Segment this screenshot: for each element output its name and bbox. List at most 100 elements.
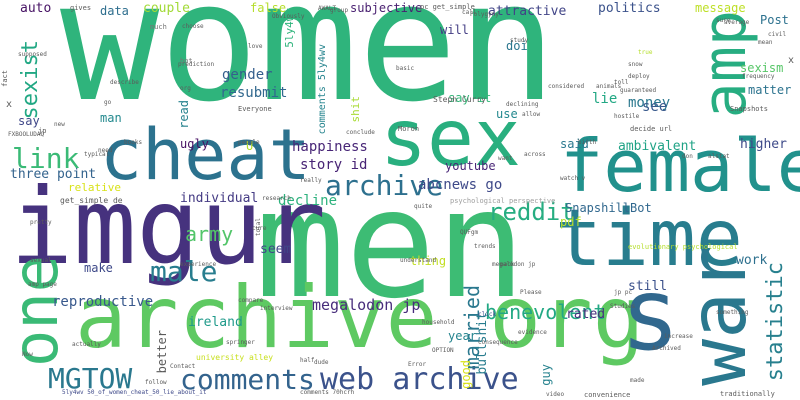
- cloud-word: will: [440, 23, 469, 37]
- cloud-word: decide url: [630, 125, 673, 133]
- cloud-word: animals: [596, 83, 622, 90]
- cloud-word: attractive: [488, 4, 567, 19]
- cloud-word: comments: [180, 363, 315, 396]
- cloud-word: reproductive: [52, 294, 154, 310]
- cloud-word: politics: [598, 1, 661, 16]
- cloud-word: statistic: [763, 262, 788, 382]
- cloud-word: megalodon jp: [312, 296, 421, 314]
- cloud-word: s: [620, 256, 681, 373]
- cloud-word: man: [100, 111, 122, 125]
- cloud-word: couple: [143, 1, 190, 16]
- cloud-word: youtube: [445, 159, 496, 173]
- cloud-word: Steph Curry: [433, 95, 486, 104]
- cloud-word: Now: [22, 351, 33, 358]
- cloud-word: love: [248, 43, 263, 50]
- cloud-word: benevolent: [485, 300, 606, 324]
- cloud-word: psychological perspective: [450, 197, 556, 205]
- cloud-word: comments 70hcrh: [300, 389, 355, 396]
- cloud-word: total: [255, 218, 262, 237]
- cloud-word: pdf: [560, 215, 582, 229]
- cloud-word: make: [84, 261, 113, 275]
- cloud-word: women: [60, 0, 557, 138]
- cloud-word: three point: [10, 167, 97, 182]
- cloud-word: QUFgm: [460, 229, 479, 236]
- cloud-word: snow: [628, 61, 643, 68]
- cloud-word: U: [246, 139, 254, 153]
- cloud-word: go: [104, 99, 112, 106]
- cloud-word: Polygyny: [470, 11, 499, 18]
- cloud-word: 5ly4wv 50_of_women_cheat_50_lie_about_it: [62, 389, 207, 396]
- cloud-word: work: [736, 253, 768, 268]
- cloud-word: false: [250, 1, 287, 15]
- cloud-word: gender: [222, 67, 273, 83]
- cloud-word: average: [724, 19, 750, 26]
- cloud-word: Post: [760, 13, 789, 27]
- cloud-word: group: [330, 7, 349, 14]
- cloud-word: half: [300, 357, 315, 364]
- cloud-word: convenience: [584, 391, 631, 399]
- cloud-word: ambivalent: [618, 139, 697, 154]
- cloud-word: say it: [448, 91, 492, 105]
- cloud-word: sex: [380, 94, 521, 184]
- cloud-word: happiness: [292, 139, 368, 155]
- cloud-word: imgur: [10, 166, 327, 288]
- cloud-word: rated: [566, 307, 606, 322]
- cloud-word: something: [716, 309, 749, 316]
- cloud-word: seem: [260, 242, 292, 257]
- cloud-word: understand: [400, 257, 437, 264]
- cloud-word: web archive: [320, 362, 519, 397]
- cloud-word: Obviously: [272, 13, 305, 20]
- cloud-word: link: [12, 142, 80, 175]
- cloud-word: choose: [182, 23, 204, 30]
- cloud-word: Moron: [398, 125, 420, 133]
- cloud-word: AWALT: [318, 5, 337, 12]
- cloud-word: birth: [578, 139, 597, 146]
- cloud-word: message: [695, 1, 746, 15]
- cloud-word: describe: [110, 79, 139, 86]
- cloud-word: follow: [145, 379, 167, 386]
- cloud-word: SnapshillBot: [565, 201, 652, 215]
- cloud-word: want: [498, 155, 513, 162]
- cloud-word: actually: [72, 341, 101, 348]
- cloud-word: use: [496, 107, 518, 121]
- cloud-word: watch v: [560, 175, 586, 182]
- cloud-word: made: [630, 377, 645, 384]
- cloud-word: people: [238, 139, 260, 146]
- cloud-word: really: [300, 177, 322, 184]
- cloud-word: declining: [506, 101, 539, 108]
- cloud-word: ugly: [180, 137, 209, 151]
- cloud-word: click: [478, 311, 497, 318]
- cloud-word: need: [98, 147, 113, 154]
- cloud-word: don: [682, 153, 693, 160]
- cloud-word: Snapshots: [730, 105, 768, 113]
- cloud-word: research: [262, 195, 291, 202]
- cloud-word: x: [788, 55, 795, 66]
- cloud-word: FXBOOLUDAQ: [8, 131, 45, 138]
- cloud-word: army: [185, 222, 234, 246]
- cloud-word: basic: [396, 65, 415, 72]
- cloud-word: sure: [716, 17, 731, 24]
- cloud-word: compare: [238, 297, 264, 304]
- cloud-word: money: [628, 95, 671, 111]
- cloud-word: evolutionary psychological: [628, 243, 738, 251]
- cloud-word: consequence: [478, 339, 518, 346]
- cloud-word: story id: [300, 157, 368, 173]
- cloud-word: cure: [252, 225, 267, 232]
- cloud-word: true: [638, 49, 653, 56]
- cloud-word: amp page: [28, 281, 57, 288]
- cloud-word: see: [642, 99, 668, 115]
- cloud-word: resubmit: [220, 85, 288, 101]
- cloud-word: subjective: [350, 1, 423, 15]
- cloud-word: guy: [539, 364, 553, 386]
- cloud-word: traditionally: [720, 390, 775, 398]
- cloud-word: video: [546, 391, 565, 398]
- cloud-word: decline: [278, 193, 338, 209]
- cloud-word: cheat: [100, 114, 311, 196]
- cloud-word: get_simple de: [60, 196, 123, 205]
- cloud-word: conclude: [346, 129, 375, 136]
- cloud-word: frequency: [742, 73, 775, 80]
- cloud-word: archive: [325, 169, 444, 202]
- cloud-word: hostile: [614, 113, 640, 120]
- cloud-word: Contact: [170, 363, 196, 370]
